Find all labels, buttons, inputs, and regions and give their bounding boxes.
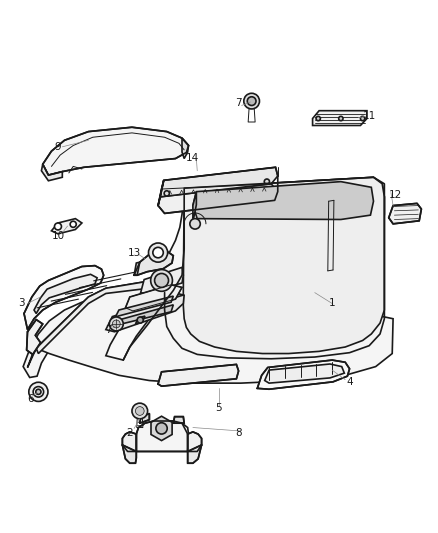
Polygon shape (187, 432, 201, 451)
Polygon shape (134, 251, 173, 275)
Circle shape (164, 191, 170, 196)
Text: 8: 8 (235, 428, 242, 438)
Text: 9: 9 (55, 142, 61, 152)
Polygon shape (389, 204, 421, 224)
Polygon shape (106, 295, 184, 332)
Text: 5: 5 (215, 403, 223, 413)
Polygon shape (193, 182, 374, 220)
Polygon shape (113, 305, 173, 328)
Text: 14: 14 (186, 152, 200, 163)
Circle shape (156, 423, 167, 434)
Text: 7: 7 (105, 325, 111, 335)
Circle shape (54, 223, 61, 230)
Polygon shape (34, 274, 97, 313)
Text: 12: 12 (389, 190, 402, 200)
Polygon shape (51, 219, 82, 234)
Circle shape (247, 97, 256, 106)
Polygon shape (151, 416, 172, 441)
Circle shape (33, 386, 44, 397)
Circle shape (113, 320, 120, 328)
Circle shape (36, 389, 41, 394)
Polygon shape (149, 177, 385, 297)
Polygon shape (184, 177, 385, 353)
Polygon shape (36, 275, 184, 353)
Text: 7: 7 (235, 98, 242, 108)
Text: 6: 6 (28, 394, 34, 404)
Polygon shape (42, 164, 62, 181)
Circle shape (29, 382, 48, 401)
Polygon shape (122, 445, 136, 463)
Polygon shape (23, 298, 115, 377)
Polygon shape (158, 180, 164, 206)
Polygon shape (158, 365, 239, 386)
Circle shape (155, 273, 169, 287)
Circle shape (339, 116, 343, 120)
Polygon shape (106, 284, 171, 360)
Polygon shape (173, 417, 184, 423)
Polygon shape (257, 360, 350, 389)
Circle shape (70, 221, 76, 228)
Circle shape (110, 317, 123, 331)
Polygon shape (187, 445, 201, 463)
Polygon shape (193, 192, 196, 219)
Text: 4: 4 (346, 377, 353, 387)
Circle shape (137, 317, 143, 323)
Polygon shape (313, 111, 367, 125)
Circle shape (190, 219, 200, 229)
Circle shape (316, 116, 321, 120)
Text: 13: 13 (127, 248, 141, 259)
Circle shape (135, 407, 144, 415)
Polygon shape (160, 167, 278, 197)
Polygon shape (182, 138, 188, 158)
Circle shape (360, 116, 365, 120)
Polygon shape (141, 268, 184, 294)
Polygon shape (28, 275, 393, 383)
Text: 10: 10 (51, 231, 64, 241)
Polygon shape (265, 364, 344, 383)
Polygon shape (158, 184, 278, 213)
Circle shape (132, 403, 148, 419)
Polygon shape (140, 414, 149, 423)
Polygon shape (43, 127, 188, 175)
Polygon shape (125, 285, 182, 311)
Circle shape (153, 247, 163, 258)
Polygon shape (27, 320, 43, 354)
Text: 1: 1 (329, 298, 336, 309)
Text: 3: 3 (18, 298, 24, 309)
Text: 11: 11 (363, 111, 376, 122)
Circle shape (244, 93, 259, 109)
Polygon shape (134, 262, 140, 275)
Text: 2: 2 (127, 428, 133, 438)
Polygon shape (122, 432, 136, 451)
Polygon shape (24, 265, 104, 329)
Circle shape (148, 243, 168, 262)
Polygon shape (115, 296, 173, 319)
Polygon shape (136, 421, 188, 451)
Polygon shape (135, 316, 145, 324)
Circle shape (264, 179, 269, 184)
Circle shape (151, 270, 173, 292)
